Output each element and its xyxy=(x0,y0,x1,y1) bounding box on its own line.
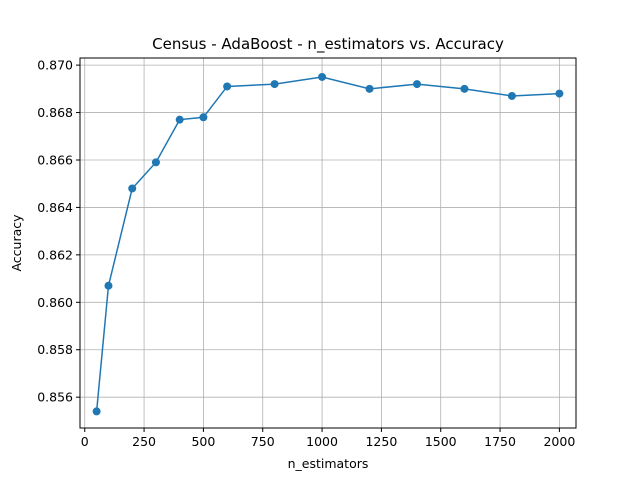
data-point xyxy=(460,84,469,93)
data-point xyxy=(151,158,160,167)
y-tick-label: 0.860 xyxy=(37,295,73,310)
data-point xyxy=(412,80,421,89)
grid xyxy=(80,58,576,428)
series-layer xyxy=(92,72,564,416)
data-point xyxy=(128,184,137,193)
y-tick-label: 0.858 xyxy=(37,342,73,357)
x-tick-label: 750 xyxy=(251,434,275,449)
data-point xyxy=(223,82,232,91)
data-point xyxy=(104,281,113,290)
x-tick-label: 500 xyxy=(191,434,215,449)
data-point xyxy=(270,80,279,89)
x-tick-label: 1750 xyxy=(484,434,516,449)
data-point xyxy=(318,72,327,81)
x-tick-label: 2000 xyxy=(543,434,575,449)
data-point xyxy=(507,91,516,100)
data-point xyxy=(92,407,101,416)
x-tick-label: 250 xyxy=(132,434,156,449)
y-tick-label: 0.856 xyxy=(37,390,73,405)
data-point xyxy=(175,115,184,124)
chart-title: Census - AdaBoost - n_estimators vs. Acc… xyxy=(152,35,504,54)
x-tick-label: 1250 xyxy=(365,434,397,449)
y-axis-label: Accuracy xyxy=(9,214,24,272)
y-tick-label: 0.864 xyxy=(37,200,73,215)
y-tick-label: 0.862 xyxy=(37,247,73,262)
y-tick-label: 0.868 xyxy=(37,105,73,120)
series-line xyxy=(95,76,560,412)
x-axis-label: n_estimators xyxy=(288,456,369,471)
data-point xyxy=(555,89,564,98)
y-tick-label: 0.866 xyxy=(37,152,73,167)
data-point xyxy=(365,84,374,93)
data-point xyxy=(199,113,208,122)
plot-frame xyxy=(79,57,577,429)
y-tick-label: 0.870 xyxy=(37,58,73,73)
y-axis: 0.856 0.858 0.860 0.862 0.864 0.866 0.868 0.870 xyxy=(37,58,80,405)
x-axis: 0 250 500 750 1000 1250 1500 1750 2000 xyxy=(81,428,575,449)
x-tick-label: 1000 xyxy=(306,434,338,449)
x-tick-label: 1500 xyxy=(425,434,457,449)
x-tick-label: 0 xyxy=(81,434,89,449)
